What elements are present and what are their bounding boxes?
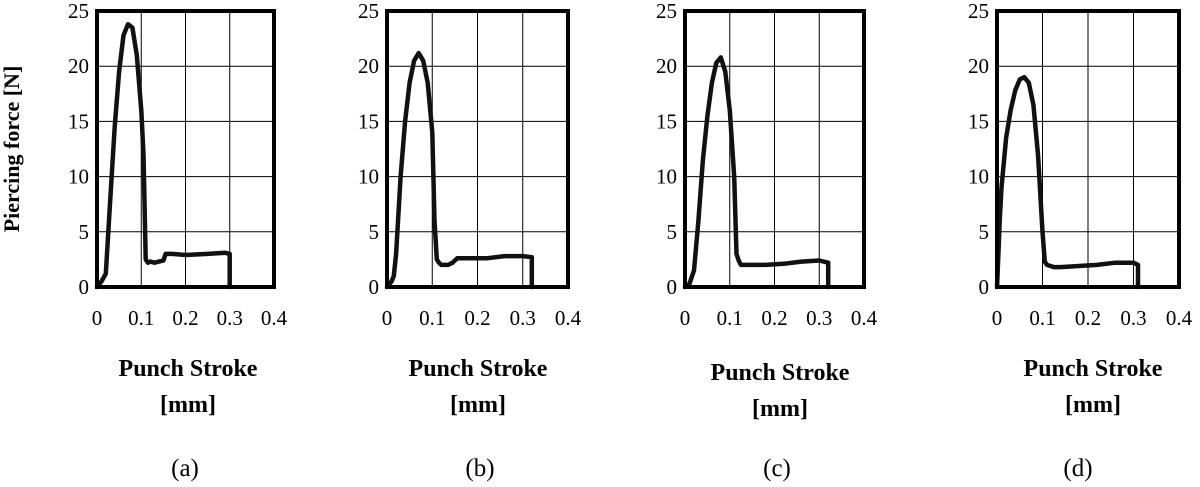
x-tick-label: 0.3 <box>217 306 243 330</box>
y-tick-label: 25 <box>656 0 677 23</box>
y-tick-label: 10 <box>358 165 379 189</box>
series-line <box>384 50 535 290</box>
x-tick-label: 0 <box>680 306 691 330</box>
chart-panel-b: 0 5 10 15 20 25 0 0.1 0.2 0.3 0.4 Punch Stroke [mm] (… <box>358 0 582 482</box>
plot-frame <box>683 9 866 289</box>
y-tick-label: 5 <box>979 220 990 244</box>
x-tick-label: 0.1 <box>419 306 445 330</box>
x-tick-label: 0.2 <box>172 306 198 330</box>
x-tick-label: 0.3 <box>510 306 536 330</box>
x-tick-label: 0.4 <box>555 306 582 330</box>
plot-frame <box>385 9 570 289</box>
x-tick-label: 0 <box>92 306 103 330</box>
plot-frame <box>995 9 1181 289</box>
y-tick-label: 25 <box>968 0 989 23</box>
series-line <box>682 55 831 290</box>
x-tick-label: 0.1 <box>1029 306 1055 330</box>
x-axis-title: Punch Stroke <box>711 360 850 386</box>
chart-panel-d: 0 5 10 15 20 25 0 0.1 0.2 0.3 0.4 Punch Stroke [mm] (… <box>968 0 1193 482</box>
x-tick-label: 0.2 <box>464 306 490 330</box>
x-axis-unit: [mm] <box>160 392 216 418</box>
y-tick-label: 15 <box>656 109 677 133</box>
x-tick-label: 0 <box>992 306 1003 330</box>
y-tick-label: 5 <box>667 220 678 244</box>
y-tick-label: 20 <box>656 54 677 78</box>
plot-frame <box>95 9 276 289</box>
y-tick-label: 25 <box>68 0 89 23</box>
y-tick-label: 15 <box>968 109 989 133</box>
x-axis-unit: [mm] <box>752 396 808 422</box>
x-axis-title: Punch Stroke <box>1024 356 1163 382</box>
series-line <box>94 21 232 290</box>
y-tick-label: 0 <box>369 275 380 299</box>
x-tick-label: 0.4 <box>851 306 878 330</box>
y-tick-label: 10 <box>968 165 989 189</box>
panel-caption: (b) <box>465 455 494 482</box>
x-tick-label: 0.2 <box>1075 306 1101 330</box>
y-tick-label: 20 <box>68 54 89 78</box>
x-axis-title: Punch Stroke <box>119 356 258 382</box>
x-tick-label: 0.1 <box>717 306 743 330</box>
chart-panel-a: 0 5 10 15 20 25 0 0.1 0.2 0.3 0.4 Punch Stroke [mm] (… <box>68 0 288 482</box>
y-tick-label: 0 <box>979 275 990 299</box>
y-tick-label: 0 <box>79 275 90 299</box>
y-tick-label: 15 <box>358 109 379 133</box>
x-tick-label: 0.1 <box>128 306 154 330</box>
x-tick-label: 0.2 <box>761 306 787 330</box>
chart-panel-c: 0 5 10 15 20 25 0 0.1 0.2 0.3 0.4 Punch Stroke [mm] (… <box>656 0 878 482</box>
y-tick-label: 10 <box>656 165 677 189</box>
panel-caption: (d) <box>1063 455 1092 482</box>
y-tick-label: 5 <box>369 220 380 244</box>
y-tick-label: 10 <box>68 165 89 189</box>
x-axis-title: Punch Stroke <box>409 356 548 382</box>
x-tick-label: 0.4 <box>261 306 288 330</box>
x-tick-label: 0.3 <box>1120 306 1146 330</box>
y-axis-title: Piercing force [N] <box>0 66 24 233</box>
x-axis-unit: [mm] <box>450 392 506 418</box>
y-tick-label: 25 <box>358 0 379 23</box>
panel-caption: (c) <box>763 455 791 482</box>
y-tick-label: 0 <box>667 275 678 299</box>
x-axis-unit: [mm] <box>1065 392 1121 418</box>
x-tick-label: 0.4 <box>1166 306 1193 330</box>
panel-caption: (a) <box>171 455 199 482</box>
y-tick-label: 5 <box>79 220 90 244</box>
y-tick-label: 15 <box>68 109 89 133</box>
x-tick-label: 0 <box>382 306 393 330</box>
x-tick-label: 0.3 <box>806 306 832 330</box>
y-tick-label: 20 <box>968 54 989 78</box>
y-tick-label: 20 <box>358 54 379 78</box>
series-line <box>994 74 1141 290</box>
